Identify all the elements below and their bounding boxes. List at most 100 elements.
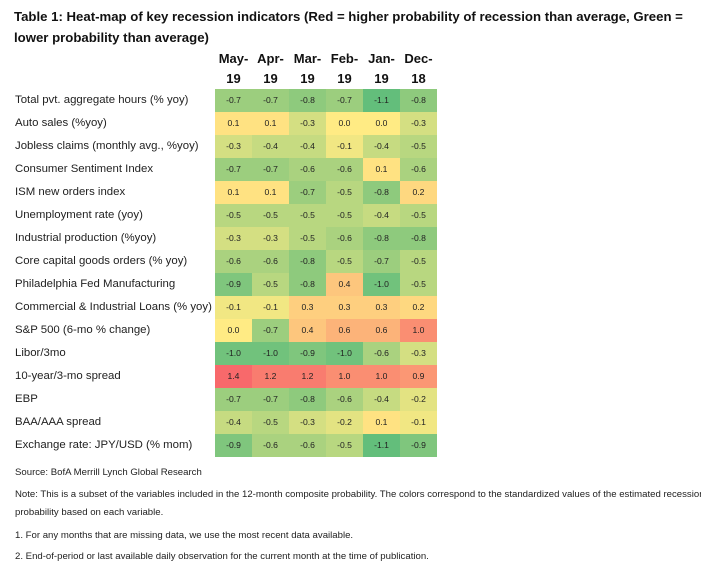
heatmap-cell: 1.4 [215,365,252,388]
column-header: Dec- 18 [400,49,437,89]
heatmap-cell: -0.5 [400,273,437,296]
heatmap-cell: 0.1 [215,181,252,204]
heatmap-cell: -0.4 [289,135,326,158]
heatmap-cell: -0.7 [252,388,289,411]
heatmap-cell: -0.8 [363,181,400,204]
heatmap-cell: -0.7 [289,181,326,204]
heatmap-cell: -0.3 [289,411,326,434]
heatmap-cell: 0.3 [363,296,400,319]
row-label: Total pvt. aggregate hours (% yoy) [15,94,189,106]
heatmap-cell: -0.6 [252,250,289,273]
heatmap-cell: -0.6 [326,388,363,411]
heatmap-cell: -0.9 [400,434,437,457]
heatmap-cell: -0.9 [215,434,252,457]
column-header-year: 19 [300,71,315,86]
heatmap-cell: 0.6 [326,319,363,342]
heatmap-cell: -0.7 [363,250,400,273]
heatmap-cell: -0.9 [215,273,252,296]
heatmap-cell: -0.3 [400,342,437,365]
column-header-month: Mar- [293,51,322,66]
heatmap-cell: -0.6 [326,158,363,181]
heatmap-cell: -1.1 [363,434,400,457]
heatmap-cell: -0.2 [326,411,363,434]
heatmap-cell: -0.8 [289,250,326,273]
heatmap-cell: -1.0 [215,342,252,365]
heatmap-cell: 0.2 [400,181,437,204]
heatmap-cell: -0.7 [215,89,252,112]
heatmap-cell: 0.3 [289,296,326,319]
heatmap-cell: -0.5 [400,135,437,158]
heatmap-cell: 0.1 [215,112,252,135]
row-label: Exchange rate: JPY/USD (% mom) [15,439,193,451]
heatmap-cell: -0.5 [326,181,363,204]
heatmap-cell: -1.1 [363,89,400,112]
heatmap-cell: 0.0 [215,319,252,342]
row-label: Consumer Sentiment Index [15,163,154,175]
heatmap-cell: -0.1 [400,411,437,434]
heatmap-cell: -0.4 [363,388,400,411]
heatmap-cell: 1.2 [252,365,289,388]
heatmap-cell: 1.2 [289,365,326,388]
heatmap-cell: -1.0 [363,273,400,296]
heatmap-cell: 0.1 [252,112,289,135]
source-note: Source: BofA Merrill Lynch Global Resear… [15,467,202,478]
column-header: Mar- 19 [289,49,326,89]
heatmap-cell: -0.5 [326,434,363,457]
heatmap-cell: -0.3 [289,112,326,135]
heatmap-cell: 0.6 [363,319,400,342]
footnote: Note: This is a subset of the variables … [15,489,701,500]
heatmap-cell: -0.7 [252,319,289,342]
heatmap-cell: -0.8 [289,273,326,296]
heatmap-cell: -0.4 [215,411,252,434]
heatmap-cell: -0.7 [252,158,289,181]
row-label: Libor/3mo [15,347,66,359]
heatmap-cell: -0.6 [326,227,363,250]
heatmap-cell: -0.5 [326,204,363,227]
row-label: Unemployment rate (yoy) [15,209,143,221]
heatmap-cell: -0.5 [289,204,326,227]
heatmap-cell: -0.6 [289,434,326,457]
column-header: Feb- 19 [326,49,363,89]
heatmap-cell: -0.3 [252,227,289,250]
heatmap-cell: -1.0 [326,342,363,365]
heatmap-cell: 0.1 [363,158,400,181]
heatmap-cell: -0.4 [252,135,289,158]
heatmap-cell: -0.7 [215,158,252,181]
heatmap-cell: 0.0 [363,112,400,135]
heatmap-cell: 0.0 [326,112,363,135]
footnote: 2. End-of-period or last available daily… [15,551,429,562]
heatmap-cell: 0.1 [252,181,289,204]
row-label: EBP [15,393,38,405]
footnote: probability based on each variable. [15,507,164,518]
heatmap-cell: -0.5 [252,204,289,227]
table-title: Table 1: Heat-map of key recession indic… [14,9,683,45]
heatmap-cell: -0.8 [400,227,437,250]
row-label: Industrial production (%yoy) [15,232,157,244]
heatmap-cell: -0.5 [252,411,289,434]
heatmap-cell: -1.0 [252,342,289,365]
heatmap-cell: 0.1 [363,411,400,434]
column-header-month: Apr- [257,51,284,66]
heatmap-cell: -0.9 [289,342,326,365]
heatmap-cell: -0.7 [252,89,289,112]
heatmap-cell: -0.4 [363,135,400,158]
column-header: Jan- 19 [363,49,400,89]
heatmap-cell: -0.6 [363,342,400,365]
column-header-year: 19 [337,71,352,86]
footnote: 1. For any months that are missing data,… [15,530,354,541]
heatmap-cell: -0.4 [363,204,400,227]
row-label: 10-year/3-mo spread [15,370,121,382]
column-header: May- 19 [215,49,252,89]
heatmap-cell: -0.6 [215,250,252,273]
heatmap-cell: 0.4 [289,319,326,342]
row-label: BAA/AAA spread [15,416,102,428]
heatmap-cell: 0.3 [326,296,363,319]
heatmap-cell: -0.6 [400,158,437,181]
column-header-year: 19 [374,71,389,86]
column-header: Apr- 19 [252,49,289,89]
heatmap-cell: 0.2 [400,296,437,319]
heatmap-cell: -0.6 [289,158,326,181]
heatmap-cell: -0.3 [215,227,252,250]
column-header-month: May- [218,51,249,66]
column-header-year: 19 [226,71,241,86]
